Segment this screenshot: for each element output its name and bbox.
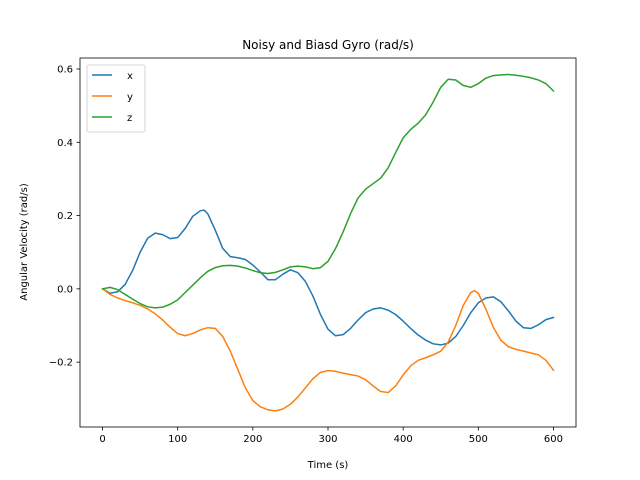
x-tick-label: 500 (469, 434, 488, 445)
x-tick-label: 400 (394, 434, 413, 445)
x-axis-title: Time (s) (307, 460, 349, 471)
legend-label-z: z (127, 113, 132, 124)
x-tick-label: 0 (99, 434, 105, 445)
legend-box (86, 64, 146, 133)
y-axis-title: Angular Velocity (rad/s) (19, 183, 30, 301)
series-line-x (101, 209, 555, 346)
plot-area: 0 100 200 300 400 500 600 −0.2 0.0 0.2 0.4 0.6 xyz (49, 57, 577, 445)
y-tick-label: 0.2 (57, 211, 73, 222)
chart-title: Noisy and Biasd Gyro (rad/s) (242, 38, 414, 52)
y-tick-label: −0.2 (49, 358, 73, 369)
series-line-y (101, 287, 555, 412)
x-tick-label: 100 (168, 434, 187, 445)
legend-label-y: y (127, 92, 133, 103)
y-tick-label: 0.4 (57, 138, 73, 149)
x-tick-label: 300 (318, 434, 337, 445)
legend-label-x: x (127, 71, 133, 82)
y-tick-label: 0.6 (57, 64, 73, 75)
series-line-z (101, 73, 555, 309)
y-tick-label: 0.0 (57, 284, 73, 295)
x-tick-label: 200 (243, 434, 262, 445)
x-tick-label: 600 (544, 434, 563, 445)
